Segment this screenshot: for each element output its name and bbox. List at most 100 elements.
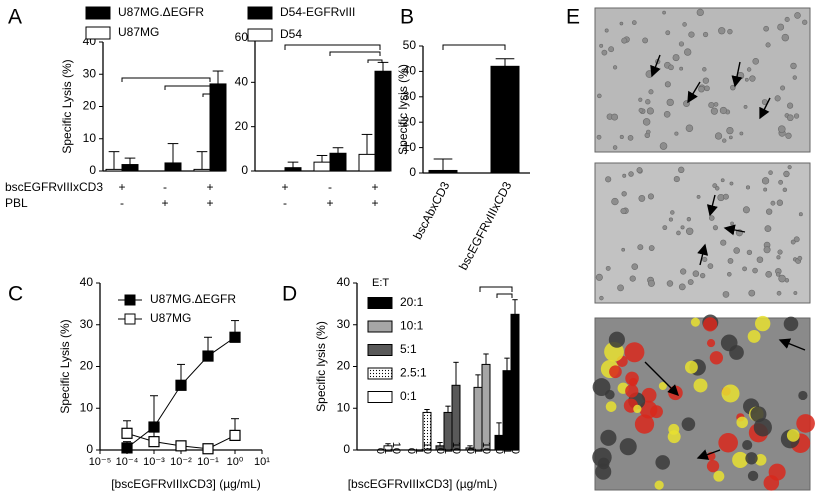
y-tick-label: 50: [403, 38, 417, 52]
cell: [784, 278, 790, 283]
cell: [595, 463, 612, 480]
cell: [754, 453, 767, 466]
cell: [792, 75, 797, 80]
cell: [770, 200, 776, 206]
legend-swatch: [367, 297, 393, 309]
row-label: bscEGFRvIIIxCD3: [5, 180, 103, 194]
cell: [743, 105, 748, 109]
x-tick-label: 10: [450, 442, 462, 454]
row-value: -: [120, 196, 124, 210]
y-tick-label: 60: [235, 30, 249, 44]
cell: [700, 272, 706, 279]
y-tick-label: 20: [337, 359, 351, 373]
point: [202, 443, 214, 455]
cell: [782, 187, 788, 193]
bar: [428, 169, 458, 174]
cell: [621, 191, 627, 197]
error-bar: [361, 133, 373, 155]
row-value: +: [371, 196, 378, 210]
error-bar: [483, 353, 489, 365]
cell: [638, 97, 643, 102]
cell: [761, 177, 770, 185]
cell: [781, 33, 790, 42]
cell: [617, 284, 624, 292]
y-tick-label: 40: [403, 64, 417, 78]
cell: [621, 37, 628, 44]
cell: [713, 102, 719, 107]
point: [202, 350, 214, 362]
cell: [666, 280, 674, 287]
panel-label: A: [8, 6, 22, 29]
y-tick-label: 0: [86, 442, 93, 456]
cell: [693, 378, 708, 393]
x-tick-label: bscAbxCD3: [410, 179, 452, 242]
x-tick-label: bscEGFRvIIIxCD3: [456, 179, 515, 272]
cell: [631, 20, 637, 25]
point: [148, 421, 160, 433]
cell: [794, 12, 801, 19]
cell: [659, 142, 668, 150]
cell: [629, 377, 638, 387]
error-bar: [445, 405, 451, 413]
bar: [510, 313, 520, 451]
point: [148, 436, 160, 448]
cell: [678, 283, 686, 291]
cell: [742, 439, 753, 451]
legend-swatch: [85, 26, 111, 40]
error-bar: [385, 443, 391, 446]
x-tick-label: 10⁻⁴: [116, 456, 139, 468]
cell: [696, 8, 704, 17]
cell: [673, 176, 680, 183]
cell: [634, 414, 655, 434]
bar: [358, 153, 376, 172]
cell: [746, 249, 753, 256]
x-tick-label: 0: [493, 448, 505, 454]
y-tick-label: 20: [235, 119, 249, 133]
error-bar: [433, 158, 453, 171]
point: [121, 442, 133, 454]
cell: [727, 258, 734, 264]
cell: [597, 93, 602, 99]
cell: [647, 279, 655, 287]
cell: [663, 110, 671, 118]
legend-label: U87MG: [150, 311, 191, 325]
cell: [678, 166, 685, 174]
cell: [688, 31, 695, 38]
cell: [641, 387, 657, 403]
panel-label: E: [566, 6, 580, 29]
error-bar: [196, 151, 208, 170]
cell: [798, 390, 808, 401]
cell: [775, 272, 781, 277]
cell: [752, 267, 758, 274]
cell: [727, 272, 732, 277]
x-tick-label: 0: [374, 448, 386, 454]
cell: [797, 255, 803, 261]
cell: [676, 230, 681, 236]
bar: [329, 152, 347, 172]
panel-label: C: [8, 283, 23, 306]
cell: [720, 178, 725, 183]
cell: [790, 239, 796, 245]
cell: [658, 381, 667, 391]
cell: [650, 405, 663, 419]
y-tick-label: 30: [80, 317, 94, 331]
cell: [690, 317, 700, 327]
y-tick-label: 30: [337, 317, 351, 331]
cell: [648, 245, 655, 251]
row-label: PBL: [5, 196, 28, 210]
cell: [793, 113, 800, 119]
bar: [313, 161, 331, 172]
cell: [608, 331, 625, 348]
cell: [777, 23, 785, 31]
point: [175, 379, 187, 391]
cell: [702, 77, 710, 84]
y-tick-label: 0: [89, 163, 96, 177]
cell: [783, 316, 799, 332]
cell: [714, 132, 723, 140]
x-tick-label: 10: [390, 442, 402, 454]
legend-marker: [124, 313, 136, 325]
y-tick-label: 0: [409, 165, 416, 179]
cell: [619, 134, 624, 140]
cell: [645, 99, 651, 105]
error-bar: [437, 441, 443, 446]
